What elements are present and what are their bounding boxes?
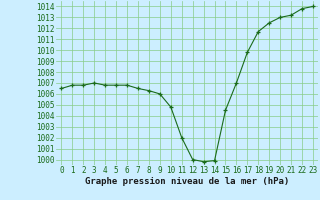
- X-axis label: Graphe pression niveau de la mer (hPa): Graphe pression niveau de la mer (hPa): [85, 177, 289, 186]
